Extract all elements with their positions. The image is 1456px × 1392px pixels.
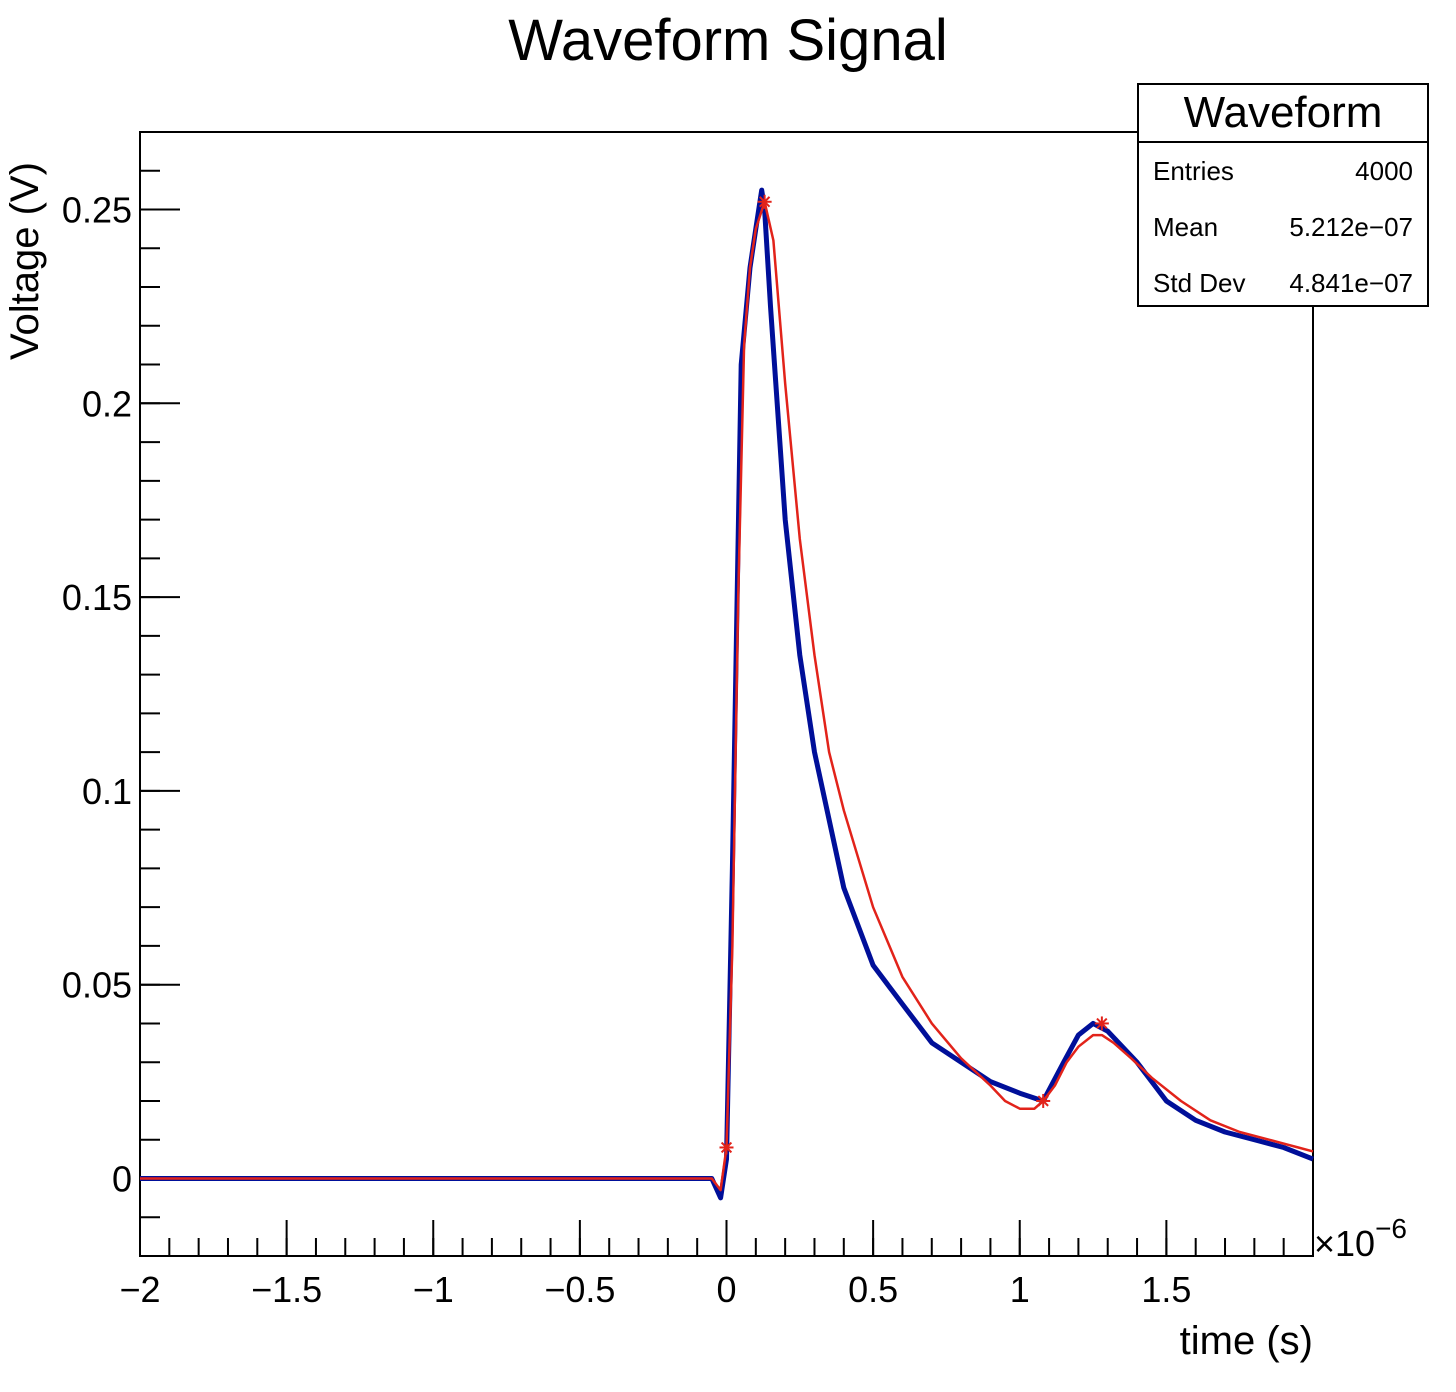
waveform-data-line (140, 187, 1314, 1201)
fit-marker-stroke (1096, 1017, 1108, 1030)
fit-marker-stroke (759, 196, 771, 208)
x-tick-label: 1.5 (1141, 1269, 1191, 1310)
stats-value-entries: 4000 (1355, 156, 1413, 186)
fit-markers (719, 194, 1109, 1155)
fit-marker-stroke (1037, 1095, 1049, 1107)
stats-row-mean: Mean 5.212e−07 (1139, 199, 1427, 255)
fit-marker (1094, 1016, 1109, 1031)
x-tick-label: −1.5 (251, 1269, 322, 1310)
y-minor-ticks (140, 169, 160, 1257)
chart-title: Waveform Signal (508, 8, 947, 73)
fit-marker (1036, 1093, 1051, 1108)
x-tick-label: −2 (119, 1269, 160, 1310)
y-axis-label: Voltage (V) (3, 162, 47, 360)
x-tick-label: 0 (716, 1269, 736, 1310)
x-exponent-power: −6 (1375, 1213, 1407, 1244)
series-layer (140, 187, 1314, 1201)
fit-marker-stroke (720, 1141, 733, 1154)
y-tick-label: 0.2 (82, 383, 132, 424)
y-axis-ticks: 0 0.05 0.1 0.15 0.2 0.25 (62, 190, 180, 1199)
stats-box-title: Waveform (1139, 85, 1427, 143)
x-exponent-base: ×10 (1314, 1223, 1375, 1264)
stats-label-entries: Entries (1153, 156, 1234, 186)
stats-row-entries: Entries 4000 (1139, 143, 1427, 199)
x-tick-label: −1 (413, 1269, 454, 1310)
stats-box: Waveform Entries 4000 Mean 5.212e−07 Std… (1137, 83, 1429, 307)
x-axis-label: time (s) (1180, 1319, 1313, 1363)
fit-curve-line (140, 200, 1314, 1192)
fit-marker (719, 1140, 734, 1155)
stats-label-mean: Mean (1153, 212, 1219, 242)
x-exponent-label: ×10−6 (1314, 1213, 1407, 1264)
stats-value-mean: 5.212e−07 (1289, 212, 1413, 242)
x-tick-label: −0.5 (544, 1269, 615, 1310)
stats-label-std-dev: Std Dev (1153, 268, 1246, 298)
x-tick-label: 1 (1010, 1269, 1030, 1310)
x-axis-ticks: −2 −1.5 −1 −0.5 0 0.5 1 1.5 (119, 1220, 1191, 1310)
y-tick-label: 0 (112, 1158, 132, 1199)
stats-row-std-dev: Std Dev 4.841e−07 (1139, 255, 1427, 311)
y-tick-label: 0.15 (62, 577, 132, 618)
y-tick-label: 0.1 (82, 771, 132, 812)
stats-value-std-dev: 4.841e−07 (1289, 268, 1413, 298)
y-tick-label: 0.05 (62, 965, 132, 1006)
y-tick-label: 0.25 (62, 190, 132, 231)
fit-marker (757, 194, 772, 209)
x-tick-label: 0.5 (848, 1269, 898, 1310)
